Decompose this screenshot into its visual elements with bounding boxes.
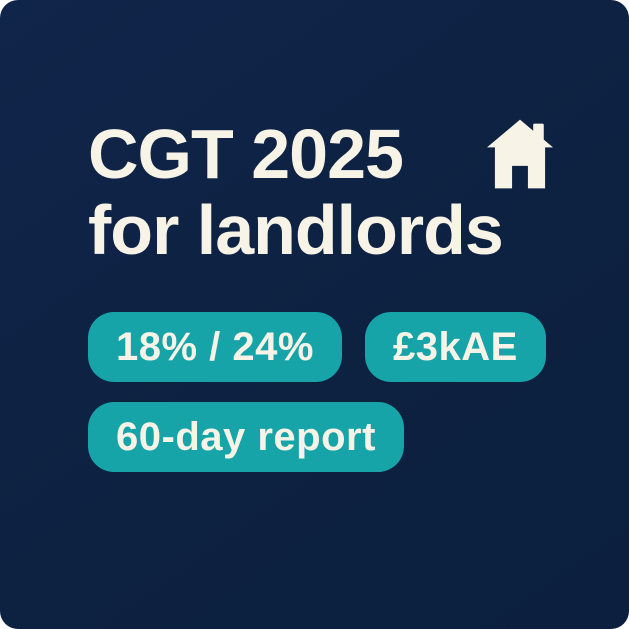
badge-annual-exemption: £3kAE — [364, 312, 546, 382]
title-line2: for landlords — [88, 191, 504, 269]
house-icon — [487, 119, 553, 189]
badge-cgt-rates: 18% / 24% — [88, 312, 342, 382]
badges-row-1: 18% / 24% £3kAE — [88, 312, 546, 382]
title-line1: CGT 2025 — [88, 115, 404, 193]
badges-row-2: 60-day report — [88, 402, 404, 472]
page-title: CGT 2025 for landlords — [88, 115, 504, 269]
badge-60-day-report: 60-day report — [88, 402, 404, 472]
